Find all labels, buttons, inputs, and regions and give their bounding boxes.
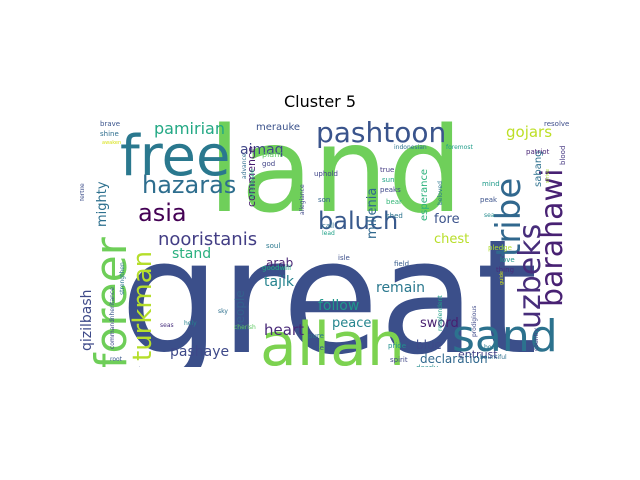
word-foremost: foremost [446,144,473,151]
word-lead: lead [322,230,335,237]
word-blood: blood [559,145,567,165]
word-plant: plant [262,150,283,159]
word-pledge: pledge [488,244,512,252]
word-fore: fore [434,212,460,227]
word-peaks: peaks [380,186,401,194]
word-pamirian: pamirian [154,119,225,138]
word-sky: sky [218,308,228,315]
word-love: love [500,256,515,264]
word-qizilbash: qizilbash [80,289,95,351]
word-peak: peak [480,196,498,204]
word-indonesian: indonesian [394,144,427,151]
word-mighty: mighty [95,181,110,227]
word-resolve: resolve [544,120,570,128]
word-sea: sea [484,212,495,219]
word-body: body [484,344,499,351]
word-blue: blue [416,338,442,352]
word-inheritance: inheritance [109,287,116,321]
word-beloved: beloved [437,181,444,205]
word-field: field [394,260,410,268]
word-sand: sand [452,311,558,362]
word-shine: shine [100,130,119,138]
word-sun: sun [382,176,395,184]
word-millenia: millenia [365,187,380,239]
word-allegiance: allegiance [299,184,306,215]
word-pashaye: pashaye [170,344,230,360]
word-goodwill: goodwill [262,264,292,272]
word-chest: chest [434,232,470,247]
word-true: true [380,166,395,174]
word-stand: stand [172,246,212,262]
word-soul: soul [266,242,281,250]
word-uphold: uphold [314,170,338,178]
word-serve: serve [316,344,336,352]
word-nooristanis: nooristanis [158,229,258,250]
word-root: root [110,356,123,363]
word-bountiful: bountiful [480,354,507,361]
word-spirit: spirit [390,356,408,364]
word-strengthen: strengthen [119,262,126,295]
word-pride: pride [388,342,407,350]
word-call: call [322,222,335,230]
word-cherish: cherish [234,324,256,331]
word-son: son [318,196,331,204]
word-bear: bear [386,198,402,206]
word-asia: asia [138,199,187,227]
word-turkman: turkman [128,250,158,361]
word-resplendent: resplendent [437,295,444,331]
word-allah: allah [260,310,405,367]
word-command: command [109,319,116,349]
word-peace: peace [332,316,372,331]
word-aimaq: aimaq [240,142,284,158]
word-arab: arab [266,256,294,270]
word-baluch: baluch [318,207,399,235]
word-brave: brave [100,120,121,128]
word-shed: shed [386,212,403,220]
word-declaration: declaration [420,352,488,366]
word-country: country [533,328,540,351]
word-follow: follow [318,298,360,314]
word-great: great [120,206,538,367]
word-advance: advance [241,153,248,179]
word-holy: holy [184,320,197,327]
word-sword: sword [420,316,459,331]
word-strive: strive [545,168,551,183]
word-dearly: dearly [416,365,438,368]
chart-title: Cluster 5 [283,92,357,111]
word-god: god [262,160,276,168]
word-seas: seas [160,322,174,329]
word-entrust: entrust [458,348,498,361]
word-patriot: patriot [526,148,550,156]
word-hazaras: hazaras [142,171,237,199]
word-cloud: great land allah free foreer sand tribe uzbeks b… [80,119,576,367]
word-isle: isle [338,254,350,262]
word-land: land [208,119,463,239]
word-tajik: tajik [264,274,294,290]
word-wholesale: wholesale [249,169,256,199]
word-free: free [120,124,231,189]
word-remain: remain [376,280,426,296]
word-thing: thing [496,266,515,274]
word-merauke: merauke [256,122,301,133]
word-fertile: fertile [80,183,86,201]
word-pure: pure [308,332,324,340]
word-gojars: gojars [506,123,553,141]
word-esperance: esperance [419,168,430,221]
word-guide: guide [499,271,505,285]
word-heart: heart [264,321,304,339]
word-prodigious: prodigious [471,305,478,337]
word-barahawi: barahawi [535,168,570,307]
word-mind: mind [482,180,500,188]
word-pashtoon: pashtoon [316,119,447,149]
word-awaken: awaken [102,140,122,146]
